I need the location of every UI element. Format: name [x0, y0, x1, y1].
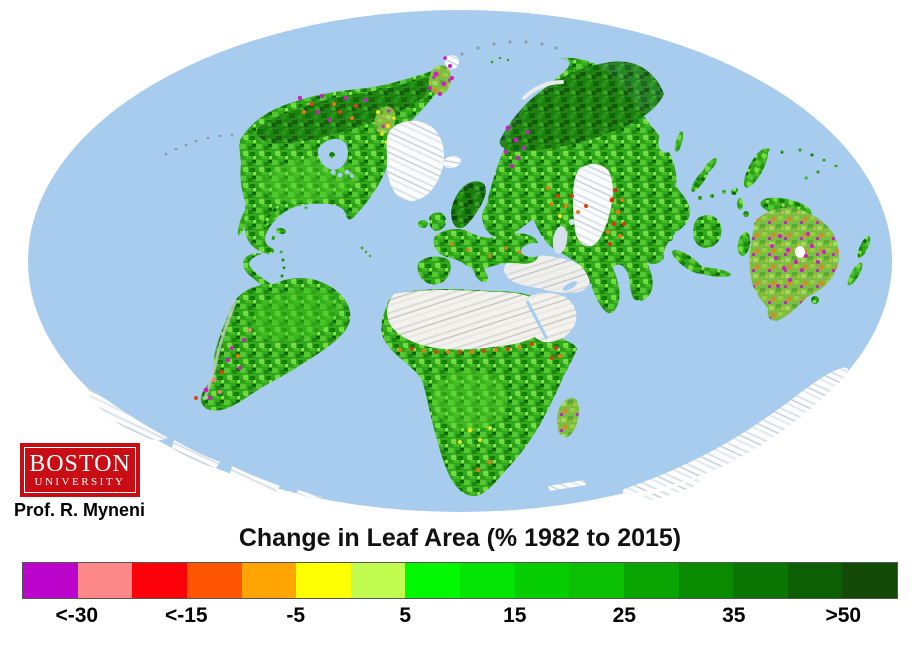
legend-color-segment [132, 563, 187, 598]
caspian-sea [552, 226, 568, 254]
scandinavia [451, 181, 486, 229]
legend-color-segment [623, 563, 679, 598]
legend-color-segment [460, 563, 515, 598]
central-europe [433, 229, 540, 270]
sahel-specks [398, 338, 562, 360]
europe [417, 181, 540, 285]
legend-title: Change in Leaf Area (% 1982 to 2015) [238, 524, 682, 552]
iberia [417, 256, 451, 285]
baja-california [237, 208, 249, 236]
pacific-island-dots [360, 56, 510, 258]
australia-browning-specks [770, 232, 826, 288]
legend-color-segment [678, 563, 734, 598]
middle-east [503, 255, 590, 343]
southern-africa-specks [457, 426, 492, 472]
legend-color-segment [787, 563, 843, 598]
australia [749, 207, 871, 321]
east-asia-islands [652, 131, 838, 255]
legend-tick-label: >50 [825, 604, 862, 627]
kamchatka [743, 148, 769, 188]
europe-orange-specks [450, 242, 522, 258]
red-sea [525, 300, 549, 340]
west-russia-magenta-specks [503, 125, 530, 168]
canada-browning-specks [297, 93, 368, 122]
italy [470, 257, 488, 283]
tibetan-plateau [572, 164, 613, 247]
legend-tick-labels: <-30 <-15 -5 5 15 25 35 >50 [22, 604, 898, 628]
persian-gulf [562, 281, 578, 291]
madagascar [557, 397, 579, 438]
logo-line-university: UNIVERSITY [34, 475, 126, 488]
east-tibet-browning-specks [606, 188, 626, 246]
legend-tick-label: -5 [286, 604, 306, 627]
boston-university-logo: BOSTON UNIVERSITY [20, 443, 140, 497]
black-sea [521, 242, 547, 258]
antarctica [87, 367, 849, 502]
anatolia-iran-plateau [503, 255, 590, 293]
sahara-desert [387, 290, 544, 350]
logo-line-boston: BOSTON [29, 450, 131, 477]
legend-color-segment [733, 563, 788, 598]
legend-color-segment [23, 563, 78, 598]
aral-sea [569, 219, 575, 225]
arabian-peninsula [523, 293, 577, 343]
legend-color-segment [77, 563, 133, 598]
arctic-magenta-specks [428, 56, 454, 96]
borneo [693, 215, 722, 249]
sulawesi [737, 232, 751, 256]
greenland [386, 120, 444, 202]
credit-text: Prof. R. Myneni [14, 500, 146, 520]
logo-inner-border: BOSTON UNIVERSITY [24, 447, 136, 493]
legend-color-segment [405, 563, 460, 598]
legend-color-segment [569, 563, 624, 598]
lake-eyre [795, 246, 805, 258]
tasmania [811, 296, 819, 304]
caribbean-islands [263, 202, 308, 278]
legend-colorbar [22, 562, 898, 599]
legend-tick-label: 15 [503, 604, 527, 627]
siberia-boreal [499, 61, 664, 152]
sakhalin [674, 131, 684, 153]
central-america [243, 253, 276, 292]
legend-tick-label: 35 [722, 604, 746, 627]
africa [381, 289, 579, 497]
kazakh-steppe-specks [546, 186, 588, 218]
bering-dashes [766, 148, 838, 180]
patagonia-browning-specks [194, 328, 252, 401]
great-lakes [330, 169, 354, 178]
legend-color-segment [842, 563, 897, 598]
legend-tick-label: 25 [612, 604, 636, 627]
legend-color-segment [514, 563, 570, 598]
ireland [418, 220, 428, 228]
novaya-zemlya [522, 80, 564, 100]
south-america [194, 278, 351, 411]
japan [691, 168, 709, 192]
legend-color-segment [241, 563, 297, 598]
world-map [28, 10, 892, 512]
legend-tick-label: <-30 [55, 604, 99, 627]
eurasia [297, 57, 690, 314]
aleutian-dashes [164, 133, 234, 156]
taiwan [667, 235, 673, 241]
legend-color-segment [186, 563, 242, 598]
legend-color-segment [350, 563, 406, 598]
legend-color-segment [296, 563, 351, 598]
sea-of-okhotsk [658, 127, 678, 153]
new-zealand [847, 235, 871, 286]
britain [429, 212, 447, 231]
philippines [743, 211, 749, 217]
legend-tick-label: <-15 [164, 604, 208, 627]
iceland [443, 155, 461, 169]
arctic-coast-dashes [460, 40, 558, 56]
legend-tick-label: 5 [399, 604, 412, 627]
java [693, 267, 731, 277]
